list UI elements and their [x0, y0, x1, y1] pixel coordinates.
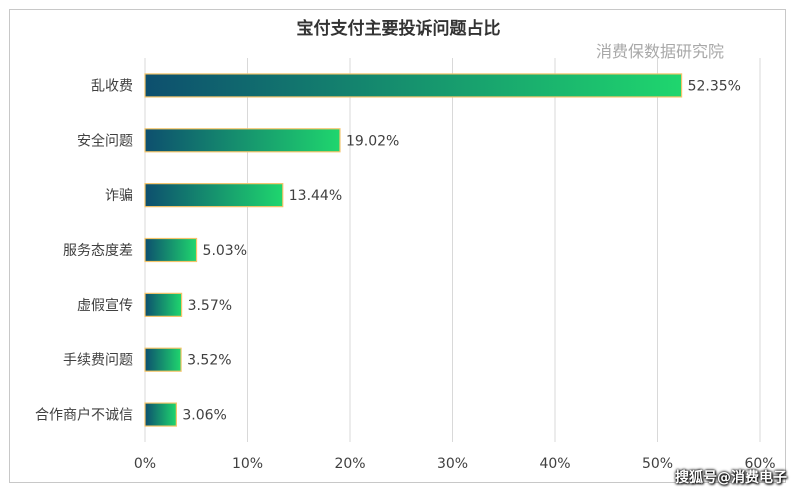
x-tick-label: 0% [134, 456, 156, 472]
data-label: 3.06% [182, 408, 226, 424]
bar [144, 347, 182, 372]
bars [144, 73, 683, 427]
data-label: 5.03% [203, 243, 247, 259]
category-label: 安全问题 [77, 132, 133, 149]
watermark-top: 消费保数据研究院 [596, 42, 725, 61]
data-label: 52.35% [688, 78, 741, 94]
watermark-bottom: 搜狐号@消费电子 [675, 470, 787, 486]
bar [144, 128, 341, 153]
category-label: 虚假宣传 [77, 298, 133, 314]
bar [144, 292, 183, 317]
category-label: 诈骗 [105, 188, 133, 204]
bar [144, 183, 284, 208]
grid-lines [144, 58, 761, 442]
bar [144, 237, 198, 263]
x-tick-label: 20% [334, 456, 365, 472]
data-label: 13.44% [289, 188, 342, 204]
category-label: 服务态度差 [63, 243, 133, 259]
category-label: 合作商户不诚信 [35, 407, 133, 424]
x-tick-label: 40% [539, 456, 570, 472]
category-label: 乱收费 [91, 78, 133, 94]
data-label: 19.02% [346, 133, 399, 149]
x-tick-label: 50% [642, 456, 673, 472]
data-label: 3.57% [188, 298, 232, 314]
category-label: 手续费问题 [63, 352, 133, 369]
bar [144, 73, 683, 98]
x-tick-label: 30% [437, 456, 468, 472]
labels: 0% 10% 20% 30% 40% 50% 60% 乱收费 52.35% 安全问题 19.02% 诈… [35, 78, 776, 472]
chart-title: 宝付支付主要投诉问题占比 [296, 19, 501, 39]
data-label: 3.52% [187, 353, 231, 369]
bar [144, 402, 177, 427]
x-tick-label: 60% [744, 456, 775, 472]
x-tick-label: 10% [232, 456, 263, 472]
